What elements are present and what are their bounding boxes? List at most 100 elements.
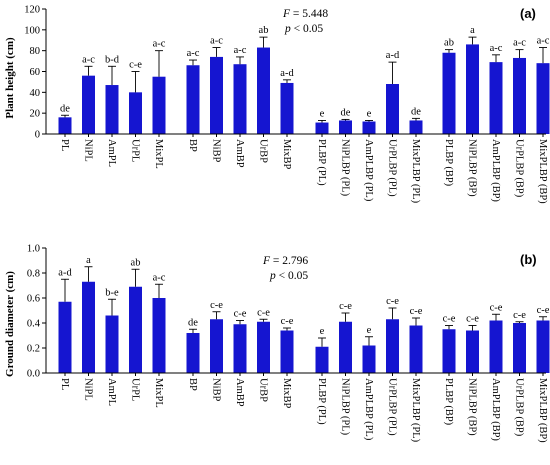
significance-label: e — [367, 108, 372, 119]
bar — [105, 85, 119, 134]
y-tick-label: 0.4 — [27, 319, 41, 330]
significance-label: a-d — [280, 68, 294, 79]
bar — [186, 333, 200, 373]
category-label: MixPL — [153, 378, 164, 408]
bar — [409, 325, 423, 373]
category-label: AmPLBP (BP) — [490, 139, 501, 202]
y-tick-label: 100 — [24, 25, 40, 36]
significance-label: c-e — [386, 296, 399, 307]
bar — [210, 56, 223, 134]
bar — [536, 320, 550, 373]
category-label: NiPL — [83, 378, 94, 401]
plant-height-chart: Plant height (cm) F = 5.448 p < 0.05 (a)… — [4, 5, 550, 205]
bar — [513, 57, 526, 135]
significance-label: c-e — [257, 307, 270, 318]
category-label: NiPLBP (PL) — [340, 378, 351, 436]
significance-label: a-c — [210, 36, 223, 47]
category-label: MixBP — [281, 378, 292, 409]
category-label: PLBP (BP) — [443, 139, 454, 187]
significance-label: c-e — [129, 60, 142, 71]
bar — [186, 65, 200, 134]
significance-label: a-c — [153, 39, 166, 50]
category-label: AmBP — [234, 139, 245, 168]
significance-label: c-e — [234, 309, 247, 320]
bar — [442, 329, 456, 373]
significance-label: de — [60, 103, 70, 114]
category-label: UrBP — [258, 378, 269, 402]
category-label: AmPL — [106, 378, 117, 406]
bar — [339, 321, 352, 373]
category-label: AmPL — [106, 139, 117, 167]
y-tick-label: 0.0 — [27, 369, 40, 380]
significance-label: c-e — [490, 302, 503, 313]
significance-label: a-d — [58, 267, 72, 278]
significance-label: a — [86, 255, 91, 266]
bar — [152, 298, 166, 373]
bar — [489, 62, 503, 134]
category-label: NiPLBP (BP) — [467, 139, 478, 197]
category-label: AmBP — [234, 378, 245, 407]
f-statistic: F = 2.796 — [262, 255, 308, 267]
significance-label: ab — [444, 38, 454, 49]
significance-label: a-c — [234, 45, 247, 56]
bar — [233, 324, 247, 373]
bar — [152, 76, 166, 134]
y-tick-label: 40 — [30, 88, 41, 99]
significance-label: c-e — [513, 310, 526, 321]
significance-label: a-c — [82, 54, 95, 65]
category-label: PL — [59, 139, 70, 151]
significance-label: c-e — [537, 305, 550, 316]
category-label: UrPLBP (BP) — [514, 378, 525, 437]
category-label: UrPLBP (BP) — [514, 139, 525, 198]
bar — [386, 84, 399, 134]
bar — [58, 301, 72, 373]
category-label: PLBP (BP) — [443, 378, 454, 426]
bar — [82, 281, 95, 373]
category-label: UrPL — [130, 378, 141, 401]
category-label: AmPLBP (PL) — [363, 139, 374, 202]
category-label: NiPLBP (BP) — [467, 378, 478, 436]
panel-label: (b) — [520, 252, 537, 267]
significance-label: b-d — [105, 54, 120, 65]
bar — [536, 63, 550, 134]
y-tick-label: 0.2 — [27, 344, 40, 355]
panel-label: (a) — [520, 6, 536, 21]
significance-label: de — [188, 317, 198, 328]
y-tick-label: 80 — [30, 46, 41, 57]
category-label: MixPL — [153, 139, 164, 169]
category-label: UrPLBP (PL) — [387, 378, 398, 436]
category-label: MixBP — [281, 139, 292, 170]
category-label: UrPL — [130, 139, 141, 162]
bar — [362, 121, 376, 134]
f-statistic: F = 5.448 — [282, 8, 328, 20]
significance-label: a-c — [187, 48, 200, 59]
ground-diameter-chart: Ground diameter (cm) F = 2.796 p < 0.05 … — [4, 244, 550, 444]
significance-label: de — [341, 107, 351, 118]
category-label: UrPLBP (PL) — [387, 139, 398, 197]
significance-label: c-e — [466, 314, 479, 325]
significance-label: ab — [131, 257, 141, 268]
category-label: PLBP (PL) — [316, 378, 327, 425]
y-axis-title: Ground diameter (cm) — [4, 271, 16, 377]
p-value: p < 0.05 — [269, 270, 308, 282]
category-label: MixPLBP (PL) — [410, 139, 421, 204]
significance-label: a-d — [386, 50, 400, 61]
significance-label: ab — [259, 25, 269, 36]
bar — [105, 315, 119, 373]
bar — [466, 330, 479, 373]
category-label: NiBP — [211, 139, 222, 163]
bar — [442, 52, 456, 134]
category-label: PL — [59, 378, 70, 390]
bar — [257, 321, 270, 373]
significance-label: e — [320, 326, 325, 337]
bar — [129, 92, 142, 134]
significance-label: c-e — [281, 316, 294, 327]
bar — [513, 323, 526, 373]
bar — [315, 122, 329, 134]
category-label: NiPL — [83, 139, 94, 162]
significance-label: a-c — [490, 43, 503, 54]
p-value: p < 0.05 — [284, 23, 323, 35]
significance-label: de — [411, 106, 421, 117]
bar — [362, 345, 376, 373]
